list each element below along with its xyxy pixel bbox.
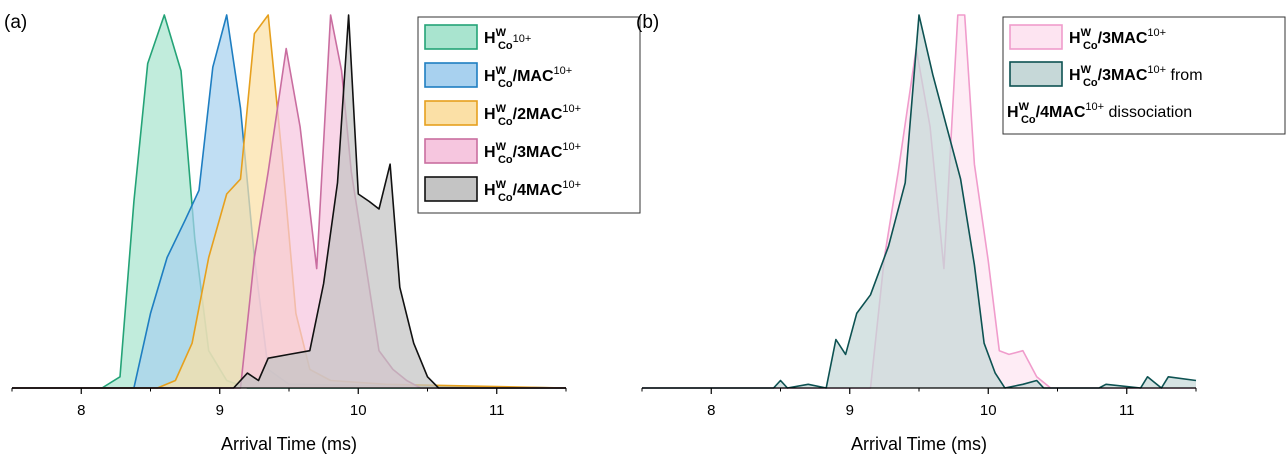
legend-charge: 10+ <box>562 179 581 191</box>
legend-main-text: H <box>484 144 496 161</box>
x-tick-label: 8 <box>77 402 85 419</box>
legend-superscript: W <box>1081 27 1092 39</box>
legend-swatch <box>424 62 478 88</box>
panel-label: (a) <box>4 12 27 33</box>
legend-extra-text: dissociation <box>1104 104 1192 121</box>
legend-swatch <box>1009 61 1063 87</box>
legend-label: HW Co/3MAC10+ <box>1069 27 1166 52</box>
legend-charge: 10+ <box>562 103 581 115</box>
legend-formula: /2MAC <box>513 106 563 123</box>
x-tick-label: 11 <box>489 402 505 419</box>
x-tick-label: 11 <box>1119 402 1135 419</box>
x-tick-label: 8 <box>707 402 715 419</box>
legend-subscript: Co <box>498 192 513 204</box>
legend-label: HW Co/MAC10+ <box>484 65 572 90</box>
x-tick-label: 9 <box>216 402 224 419</box>
x-tick-label: 10 <box>350 402 367 419</box>
legend-charge: 10+ <box>554 65 573 77</box>
series-area-2 <box>642 15 1196 388</box>
legend-formula: /3MAC <box>1098 67 1148 84</box>
legend-formula: /MAC <box>513 68 554 85</box>
legend-label: HW Co/3MAC10+ <box>484 141 581 166</box>
legend-subscript: Co <box>1083 40 1098 52</box>
legend-label: HW Co/4MAC10+ <box>484 179 581 204</box>
legend-main-text: H <box>484 106 496 123</box>
legend-formula: /3MAC <box>513 144 563 161</box>
legend-swatch <box>424 100 478 126</box>
legend-main-text: H <box>484 30 496 47</box>
legend-superscript: W <box>496 179 507 191</box>
legend-main-text: H <box>1007 104 1019 121</box>
legend-charge: 10+ <box>513 33 532 45</box>
legend-extra-text: from <box>1166 67 1202 84</box>
x-axis-title: Arrival Time (ms) <box>851 434 987 454</box>
legend-formula: /4MAC <box>1036 104 1086 121</box>
legend-swatch <box>424 138 478 164</box>
series-line-2 <box>642 14 1197 389</box>
legend-formula: /3MAC <box>1098 30 1148 47</box>
legend-swatch <box>1009 24 1063 50</box>
legend-main-text: H <box>484 68 496 85</box>
legend-subscript: Co <box>1021 114 1036 126</box>
legend-superscript: W <box>1019 101 1030 113</box>
legend-subscript: Co <box>498 116 513 128</box>
legend-subscript: Co <box>498 40 513 52</box>
legend-label-continuation: HW Co/4MAC10+ dissociation <box>1007 101 1192 126</box>
legend-main-text: H <box>1069 67 1081 84</box>
legend-main-text: H <box>1069 30 1081 47</box>
series-line-5 <box>12 14 566 389</box>
legend-superscript: W <box>496 141 507 153</box>
x-tick-label: 10 <box>980 402 997 419</box>
legend-charge: 10+ <box>1147 27 1166 39</box>
series-area-4 <box>12 15 566 388</box>
series-area-1 <box>12 15 566 388</box>
legend-superscript: W <box>496 27 507 39</box>
legend-label: HW Co10+ <box>484 27 531 52</box>
legend-charge: 10+ <box>1147 64 1166 76</box>
legend-charge: 10+ <box>1085 101 1104 113</box>
legend-superscript: W <box>496 103 507 115</box>
legend-label: HW Co/3MAC10+ from <box>1069 64 1203 89</box>
legend-subscript: Co <box>1083 77 1098 89</box>
x-tick-label: 9 <box>846 402 854 419</box>
legend-subscript: Co <box>498 154 513 166</box>
legend-swatch <box>424 24 478 50</box>
legend-superscript: W <box>496 65 507 77</box>
legend-label: HW Co/2MAC10+ <box>484 103 581 128</box>
x-axis-title: Arrival Time (ms) <box>221 434 357 454</box>
legend-subscript: Co <box>498 78 513 90</box>
legend-charge: 10+ <box>562 141 581 153</box>
legend-superscript: W <box>1081 64 1092 76</box>
legend-formula: /4MAC <box>513 182 563 199</box>
legend-main-text: H <box>484 182 496 199</box>
series-line-1 <box>642 14 1196 389</box>
legend-swatch <box>424 176 478 202</box>
panel-label: (b) <box>636 12 659 33</box>
